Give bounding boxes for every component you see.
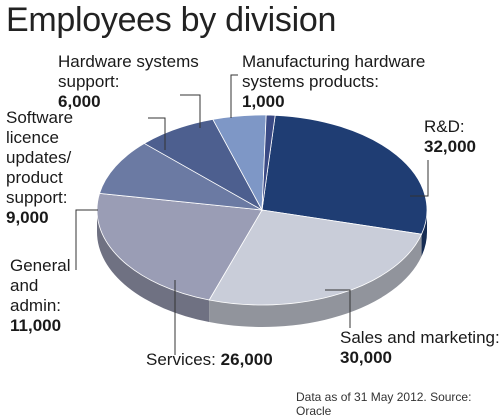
pie-slice-1 bbox=[208, 209, 423, 306]
label-software-licence: Software licence updates/ product suppor… bbox=[6, 108, 74, 227]
label-rnd: R&D: 32,000 bbox=[424, 117, 476, 156]
pie-side-2 bbox=[97, 210, 210, 323]
label-sales-marketing: Sales and marketing: 30,000 bbox=[340, 328, 500, 367]
pie-slice-2 bbox=[96, 192, 263, 301]
label-manufacturing-hardware: Manufacturing hardware systems products:… bbox=[242, 52, 426, 111]
leader-line-6 bbox=[230, 74, 238, 118]
pie-side-1 bbox=[209, 234, 422, 327]
leader-line-1 bbox=[325, 289, 351, 328]
leader-line-5 bbox=[180, 94, 201, 128]
chart-title: Employees by division bbox=[6, 1, 337, 39]
label-services: Services: 26,000 bbox=[146, 350, 273, 369]
source-note: Data as of 31 May 2012. Source: Oracle bbox=[296, 390, 472, 418]
leader-line-0 bbox=[410, 160, 429, 197]
pie-slice-6 bbox=[261, 114, 276, 211]
pie-side-0 bbox=[421, 210, 427, 257]
label-hardware-support: Hardware systems support: 6,000 bbox=[58, 52, 199, 111]
pie-slice-3 bbox=[99, 142, 263, 211]
leader-line-3 bbox=[75, 209, 98, 270]
label-general-admin: General and admin: 11,000 bbox=[10, 256, 71, 335]
leader-line-4 bbox=[148, 117, 166, 150]
pie-slice-0 bbox=[261, 114, 428, 235]
